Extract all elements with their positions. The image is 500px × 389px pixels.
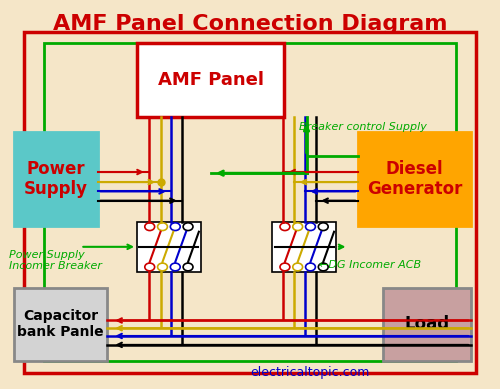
- Text: Power
Supply: Power Supply: [24, 159, 88, 198]
- Text: Load: Load: [404, 315, 450, 333]
- Bar: [44, 43, 457, 361]
- Text: electricaltopic.com: electricaltopic.com: [250, 366, 370, 379]
- Text: Diesel
Generator: Diesel Generator: [367, 159, 462, 198]
- Bar: [137, 43, 284, 117]
- Text: AMF Panel: AMF Panel: [158, 71, 264, 89]
- Bar: [24, 32, 476, 373]
- Bar: [358, 133, 471, 226]
- Bar: [382, 287, 471, 361]
- Bar: [272, 222, 336, 272]
- Bar: [14, 133, 98, 226]
- Bar: [14, 287, 108, 361]
- Bar: [137, 222, 201, 272]
- Text: Capacitor
bank Panle: Capacitor bank Panle: [18, 309, 104, 340]
- Text: AMF Panel Connection Diagram: AMF Panel Connection Diagram: [52, 14, 448, 34]
- Text: Breaker control Supply: Breaker control Supply: [299, 122, 427, 131]
- Text: Power Supply
Incomer Breaker: Power Supply Incomer Breaker: [9, 250, 102, 271]
- Text: ←DG Incomer ACB: ←DG Incomer ACB: [319, 260, 421, 270]
